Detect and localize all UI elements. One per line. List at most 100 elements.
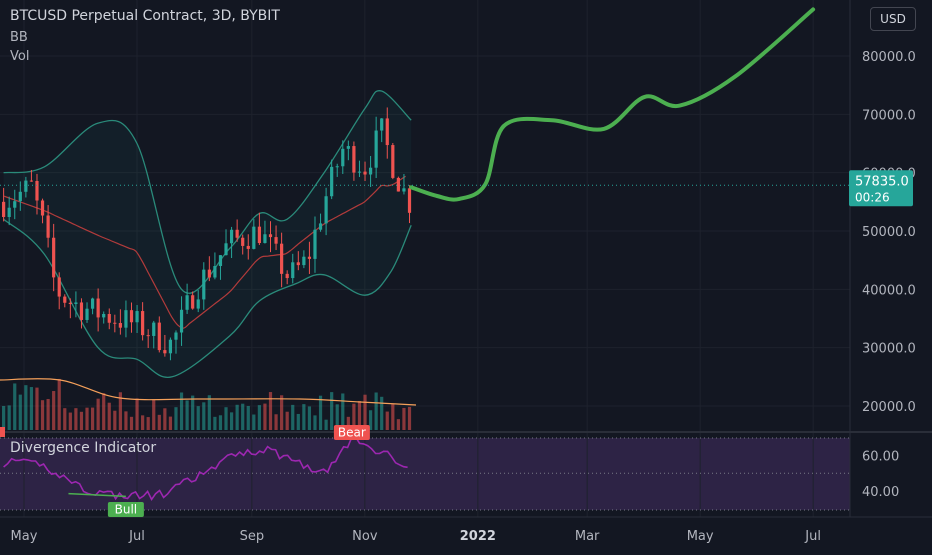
oscillator-tick-label: 40.00: [862, 485, 899, 500]
price-tick-label: 40000.0: [862, 283, 916, 298]
candle-body: [124, 310, 128, 328]
volume-bar: [79, 411, 84, 430]
candle-body: [141, 311, 145, 336]
volume-group: [2, 378, 412, 430]
candle-body: [391, 145, 395, 178]
time-tick-label: May: [687, 529, 714, 544]
price-badge-group[interactable]: 57835.000:26: [849, 170, 913, 207]
candle-body: [224, 243, 228, 256]
time-tick-label: Sep: [240, 529, 265, 544]
candle-body: [402, 188, 406, 192]
volume-bar: [257, 405, 261, 430]
candle-body: [168, 339, 173, 354]
indicator-bb-label[interactable]: BB: [10, 30, 28, 45]
candle-body: [85, 308, 89, 320]
volume-bar: [285, 411, 289, 430]
volume-bar: [40, 400, 45, 430]
volume-bar: [385, 411, 389, 430]
volume-bar: [291, 404, 295, 430]
bear-label: Bear: [338, 426, 366, 440]
volume-bar: [402, 407, 406, 430]
candle-body: [207, 269, 211, 278]
volume-bar: [380, 396, 384, 430]
time-tick-label: Jul: [128, 529, 145, 544]
indicator-vol-label[interactable]: Vol: [10, 49, 30, 64]
time-tick-label: Jul: [804, 529, 821, 544]
candle-body: [235, 229, 239, 238]
time-tick-label: 2022: [460, 529, 496, 544]
volume-bar: [241, 403, 245, 430]
candle-body: [13, 201, 17, 208]
candle-body: [307, 256, 312, 259]
candle-body: [113, 322, 117, 324]
volume-bar: [263, 403, 267, 430]
volume-bar: [124, 411, 128, 430]
volume-bar: [185, 400, 189, 430]
volume-bar: [18, 394, 22, 430]
candle-body: [185, 295, 189, 310]
volume-bar: [268, 392, 273, 430]
candle-body: [152, 322, 156, 336]
bb-fill: [3, 90, 412, 378]
candle-body: [57, 277, 61, 297]
volume-bar: [196, 406, 200, 430]
candle-body: [24, 180, 28, 192]
bull-label-group: Bull: [107, 502, 144, 517]
volume-bar: [74, 408, 78, 430]
volume-bar: [213, 416, 217, 430]
candle-body: [302, 256, 306, 266]
left-edge-marker: [0, 427, 5, 437]
candle-body: [96, 298, 100, 318]
currency-button[interactable]: USD: [870, 7, 916, 31]
candles-group: [2, 107, 412, 361]
candle-body: [385, 118, 389, 146]
volume-bar: [135, 398, 139, 430]
volume-bar: [174, 407, 178, 430]
volume-bar: [252, 414, 256, 430]
price-tick-label: 30000.0: [862, 342, 916, 357]
volume-bar: [341, 393, 345, 430]
candle-body: [229, 229, 234, 244]
candle-body: [52, 237, 56, 278]
price-badge-countdown: 00:26: [855, 190, 890, 204]
symbol-title: BTCUSD Perpetual Contract, 3D, BYBIT: [10, 8, 280, 24]
volume-bar: [118, 392, 122, 430]
volume-bar: [141, 415, 145, 430]
volume-bar: [207, 395, 211, 430]
volume-bar: [163, 408, 167, 430]
candle-body: [18, 191, 22, 202]
candle-body: [318, 223, 323, 230]
volume-bar: [330, 392, 334, 430]
candle-body: [90, 298, 95, 309]
candle-body: [79, 302, 84, 320]
candle-body: [268, 234, 273, 238]
price-badge-price: 57835.0: [855, 174, 909, 189]
volume-bar: [129, 416, 134, 430]
candle-body: [196, 299, 200, 309]
divergence-line: [3, 436, 408, 501]
volume-bar: [57, 378, 61, 430]
volume-bar: [13, 383, 17, 430]
volume-bar: [179, 392, 184, 430]
bull-label: Bull: [115, 503, 138, 517]
candle-body: [213, 266, 217, 278]
bear-label-group: Bear: [333, 425, 370, 440]
candle-body: [68, 302, 72, 304]
candle-body: [380, 118, 384, 131]
volume-bar: [63, 408, 67, 430]
oscillator-tick-label: 60.00: [862, 450, 899, 465]
candle-body: [2, 201, 6, 218]
volume-bar: [274, 414, 278, 430]
candle-body: [174, 332, 178, 340]
volume-bar: [302, 404, 306, 430]
candle-body: [341, 148, 345, 167]
divergence-title: Divergence Indicator: [10, 440, 157, 456]
candle-body: [280, 243, 284, 274]
candle-body: [107, 313, 111, 323]
volume-bar: [357, 401, 362, 430]
volume-bar: [352, 403, 356, 430]
candle-body: [335, 166, 339, 168]
volume-bar: [318, 395, 323, 430]
candle-body: [257, 226, 261, 244]
